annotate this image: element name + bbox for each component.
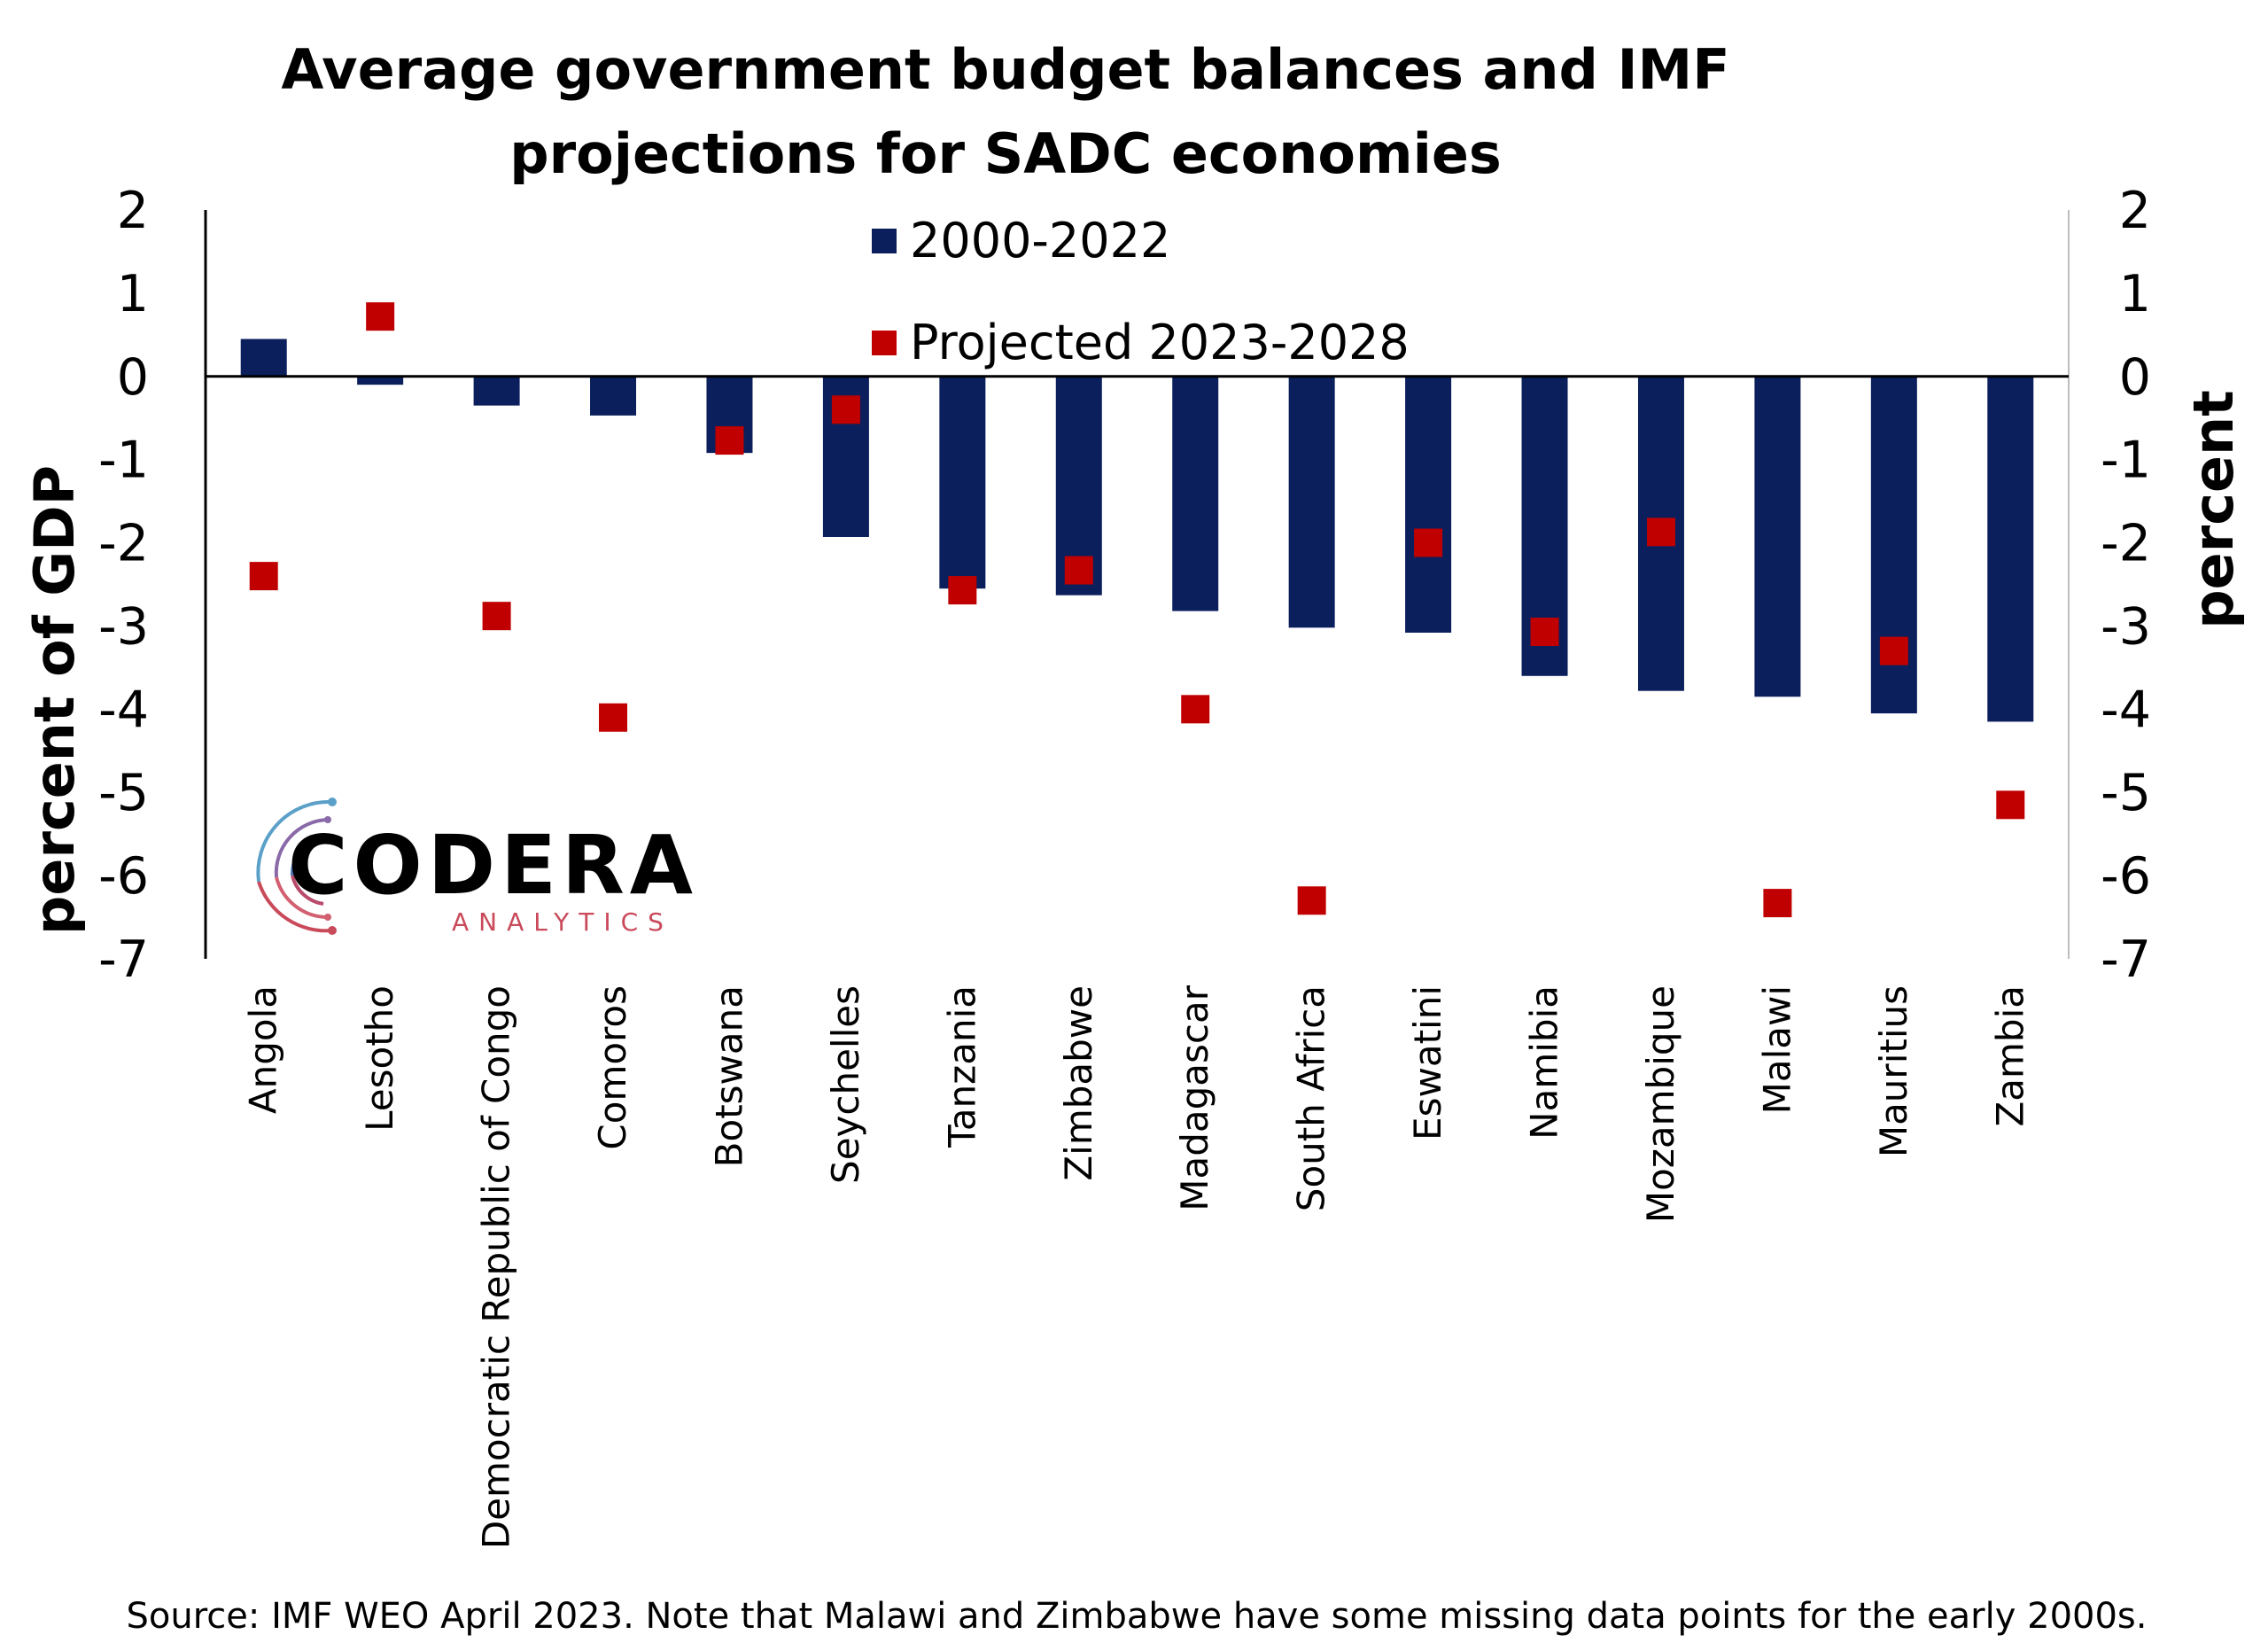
y-tick-label-left: -1 (98, 432, 149, 490)
projection-marker (249, 562, 278, 591)
y-tick-label-left: -2 (98, 515, 149, 573)
bar (590, 376, 637, 416)
y-tick-label-right: 2 (2119, 182, 2151, 240)
x-tick-label: Seychelles (824, 985, 867, 1184)
codera-logo: CODERA ANALYTICS (256, 798, 698, 937)
y-axis-title-left: percent of GDP (22, 465, 87, 935)
projection-marker (1763, 889, 1792, 918)
bar (1987, 376, 2034, 722)
x-tick-label: Angola (242, 985, 285, 1114)
x-tick-label: Democratic Republic of Congo (475, 985, 518, 1549)
y-tick-label-right: -5 (2101, 764, 2151, 822)
y-tick-label-right: -7 (2101, 930, 2151, 989)
x-tick-label: Lesotho (358, 985, 401, 1132)
y-tick-label-right: 0 (2119, 348, 2151, 407)
bar (1405, 376, 1452, 633)
logo-text: CODERA (288, 818, 698, 913)
projection-marker (482, 602, 511, 631)
chart-title-line1: Average government budget balances and I… (281, 37, 1729, 102)
x-tick-label: Namibia (1523, 985, 1566, 1140)
logo-circuit-icon (256, 798, 337, 935)
projection-marker (1879, 636, 1908, 665)
x-tick-label: Malawi (1755, 985, 1798, 1114)
legend: 2000-2022 Projected 2023-2028 (872, 213, 1410, 370)
projection-marker (1646, 518, 1675, 547)
x-tick-label: Tanzania (940, 985, 983, 1148)
y-tick-label-left: 1 (117, 265, 149, 323)
x-tick-label: Botswana (707, 985, 750, 1167)
legend-label-marker: Projected 2023-2028 (910, 315, 1410, 370)
y-tick-label-right: -2 (2101, 515, 2151, 573)
y-tick-label-left: -3 (98, 597, 149, 656)
y-tick-label-right: 1 (2119, 265, 2151, 323)
plot-area: 2 2 1 1 0 0 -1 -1 -2 -2 -3 -3 -4 -4 -5 -5 -6 -6 -7 -7 Angola… (98, 182, 2151, 1549)
x-tick-label: Zambia (1988, 985, 2031, 1127)
projection-marker (1064, 556, 1093, 585)
y-tick-label-right: -4 (2101, 681, 2151, 739)
y-tick-label-right: -1 (2101, 432, 2151, 490)
projection-marker (1530, 618, 1559, 647)
bar (1172, 376, 1219, 611)
legend-swatch-marker (872, 331, 897, 355)
logo-subtext: ANALYTICS (452, 907, 673, 937)
chart-title-line2: projections for SADC economies (509, 121, 1502, 186)
y-tick-label-left: -5 (98, 764, 149, 822)
x-tick-label: Mauritius (1872, 985, 1915, 1157)
projection-marker (1996, 790, 2025, 820)
projection-marker (831, 395, 860, 424)
projection-marker (366, 302, 395, 331)
x-tick-label: Zimbabwe (1057, 985, 1100, 1181)
x-tick-label: Mozambique (1639, 985, 1682, 1223)
y-tick-label-right: -6 (2101, 847, 2151, 906)
projection-marker (599, 703, 628, 732)
x-tick-label: Madagascar (1173, 985, 1216, 1210)
x-tick-label: Eswatini (1406, 985, 1449, 1140)
y-tick-label-left: -7 (98, 930, 149, 989)
projection-marker (715, 426, 744, 455)
x-tick-label: Comoros (591, 985, 634, 1150)
bar (240, 339, 287, 377)
bar (1754, 376, 1801, 697)
y-tick-label-left: 2 (117, 182, 149, 240)
y-tick-label-left: -6 (98, 847, 149, 906)
projection-marker (1181, 695, 1210, 724)
y-axis-title-right: percent (2181, 390, 2246, 629)
bar (357, 376, 404, 385)
bar (1288, 376, 1335, 628)
y-tick-label-right: -3 (2101, 597, 2151, 656)
projection-marker (948, 576, 977, 605)
legend-swatch-bar (872, 229, 897, 253)
projection-marker (1297, 886, 1326, 915)
projection-marker (1414, 528, 1443, 557)
source-note: Source: IMF WEO April 2023. Note that Ma… (127, 1596, 2148, 1637)
x-tick-label: South Africa (1290, 985, 1333, 1211)
y-tick-label-left: 0 (117, 348, 149, 407)
bar (939, 376, 986, 589)
bar (473, 376, 520, 406)
y-tick-label-left: -4 (98, 681, 149, 739)
legend-label-bar: 2000-2022 (910, 213, 1170, 269)
